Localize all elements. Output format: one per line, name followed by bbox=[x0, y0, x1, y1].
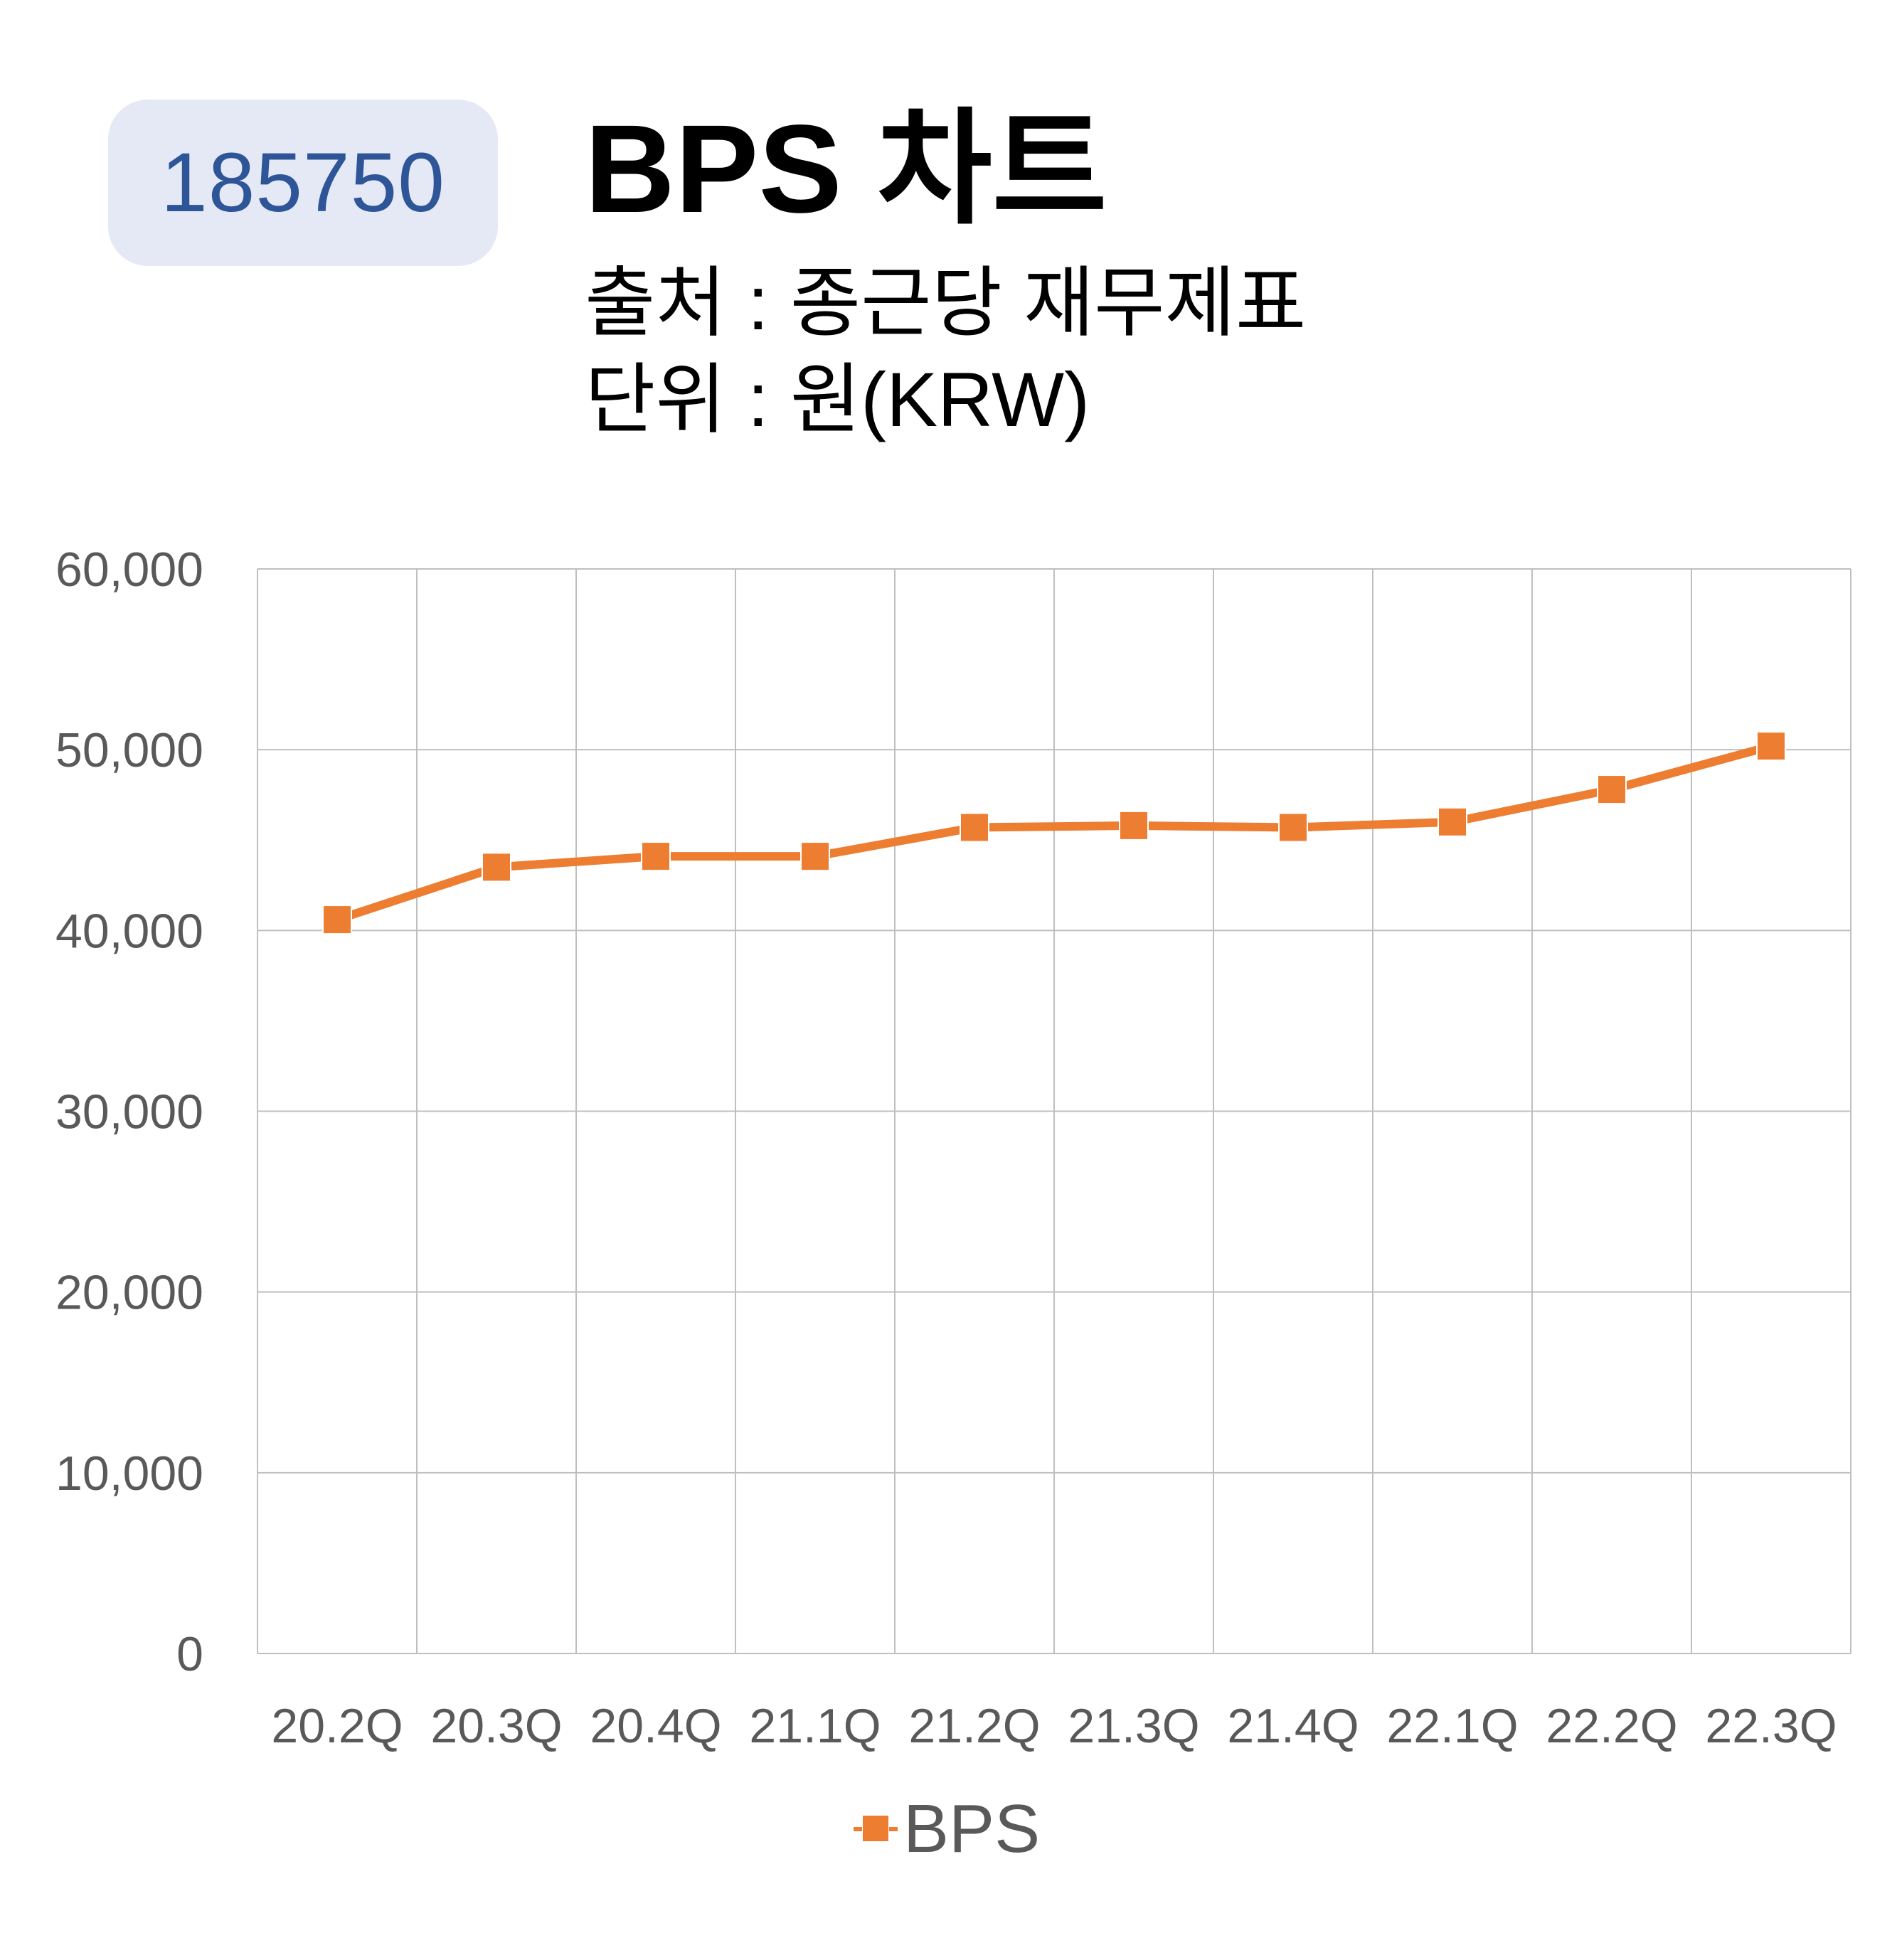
legend-label-bps: BPS bbox=[903, 1791, 1041, 1867]
unit-note: 단위 : 원(KRW) bbox=[585, 356, 1090, 442]
data-point-marker bbox=[322, 905, 352, 935]
y-tick-label: 20,000 bbox=[55, 1266, 203, 1320]
y-tick-label: 50,000 bbox=[55, 723, 203, 777]
data-point-marker bbox=[641, 841, 671, 872]
x-tick-label: 22.3Q bbox=[1705, 1699, 1837, 1753]
data-point-marker bbox=[1756, 731, 1786, 762]
x-tick-label: 20.2Q bbox=[271, 1699, 403, 1753]
data-point-marker bbox=[960, 812, 989, 843]
series-line bbox=[333, 742, 1775, 925]
x-tick-label: 21.1Q bbox=[749, 1699, 881, 1753]
x-tick-label: 20.4Q bbox=[590, 1699, 721, 1753]
chart-title: BPS 차트 bbox=[585, 100, 1107, 239]
legend: BPS bbox=[854, 1786, 1040, 1872]
y-tick-label: 10,000 bbox=[55, 1447, 203, 1501]
y-axis-ticks: 0 10,000 20,000 30,000 40,000 50,000 60,000 bbox=[55, 543, 203, 1681]
x-tick-label: 22.1Q bbox=[1386, 1699, 1518, 1753]
data-point-marker bbox=[800, 841, 830, 872]
y-tick-label: 60,000 bbox=[55, 543, 203, 597]
x-axis-ticks: 20.2Q 20.3Q 20.4Q 21.1Q 21.2Q 21.3Q 21.4Q 22.1Q… bbox=[271, 1699, 1837, 1753]
x-tick-label: 21.4Q bbox=[1227, 1699, 1359, 1753]
series-bps bbox=[322, 731, 1786, 935]
y-tick-label: 30,000 bbox=[55, 1085, 203, 1139]
y-tick-label: 0 bbox=[176, 1627, 203, 1681]
data-point-marker bbox=[1119, 810, 1149, 841]
legend-marker-icon bbox=[854, 1815, 898, 1843]
data-point-marker bbox=[1597, 774, 1627, 805]
y-tick-label: 40,000 bbox=[55, 904, 203, 958]
data-point-marker bbox=[1278, 812, 1308, 843]
x-tick-label: 21.3Q bbox=[1068, 1699, 1199, 1753]
x-tick-label: 22.2Q bbox=[1546, 1699, 1677, 1753]
stock-code: 185750 bbox=[161, 136, 445, 230]
x-tick-label: 21.2Q bbox=[908, 1699, 1040, 1753]
stock-code-badge: 185750 bbox=[108, 100, 498, 266]
x-tick-label: 20.3Q bbox=[430, 1699, 562, 1753]
source-note: 출처 : 종근당 재무제표 bbox=[585, 260, 1307, 346]
grid bbox=[257, 568, 1851, 1654]
data-point-marker bbox=[482, 852, 511, 883]
data-point-marker bbox=[1438, 806, 1467, 837]
